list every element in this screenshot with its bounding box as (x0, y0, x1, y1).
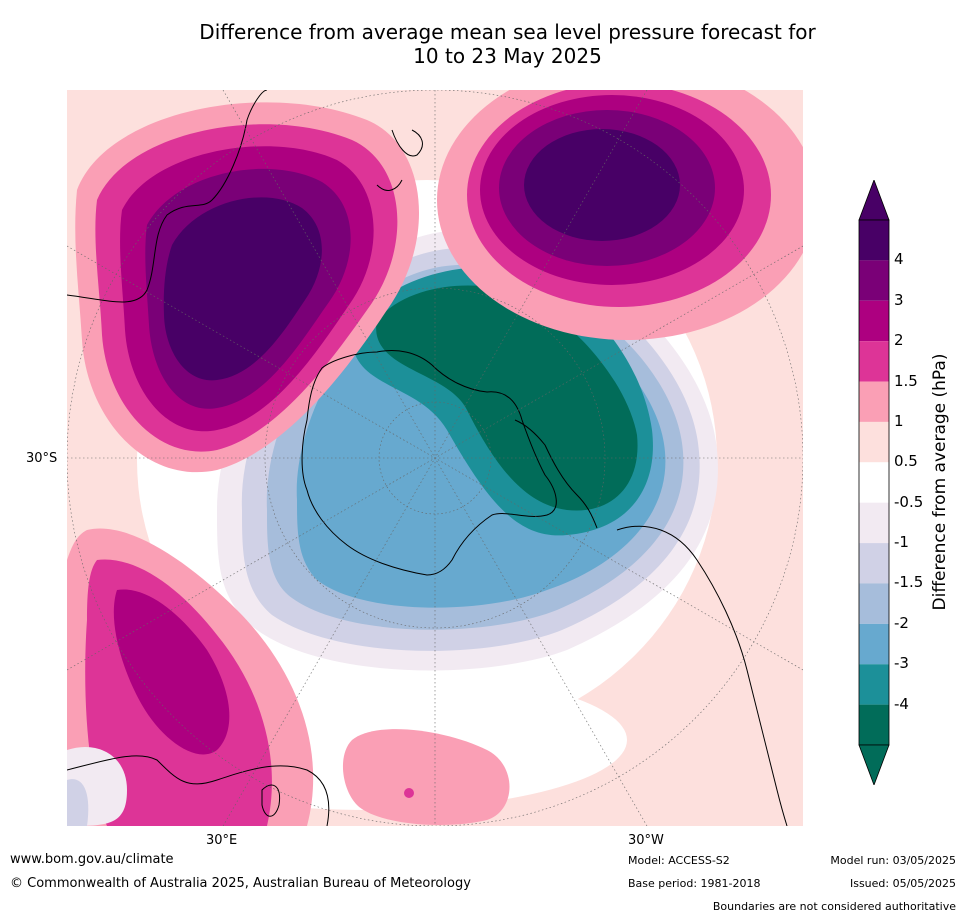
colorbar-segment (859, 502, 889, 544)
colorbar-segment (859, 421, 889, 463)
colorbar-tick-label: -0.5 (894, 492, 924, 511)
positive-anomaly-south-atlantic (67, 528, 510, 826)
pressure-anomaly-map[interactable] (67, 90, 803, 826)
colorbar-tick-label: 0.5 (894, 452, 918, 471)
colorbar-svg (858, 178, 890, 787)
colorbar-under-triangle (858, 744, 890, 787)
colorbar-segment (859, 462, 889, 503)
colorbar-segment (859, 704, 889, 745)
footer-website[interactable]: www.bom.gov.au/climate (10, 852, 174, 867)
colorbar-segment (859, 300, 889, 342)
colorbar-segment (859, 623, 889, 665)
colorbar-tick-label: -4 (894, 694, 909, 713)
colorbar-tick-label: -2 (894, 613, 909, 632)
antarctica-coast (301, 350, 557, 576)
madagascar-coast (261, 784, 281, 817)
colorbar-segment (859, 583, 889, 624)
footer-copyright: © Commonwealth of Australia 2025, Austra… (10, 876, 471, 891)
map-canvas (67, 90, 803, 826)
coastlines (67, 90, 788, 826)
new-zealand-coast (376, 129, 423, 191)
colorbar-tick-label: 3 (894, 290, 904, 309)
footer-disclaimer: Boundaries are not considered authoritat… (712, 900, 956, 913)
footer-base-period: Base period: 1981-2018 (628, 877, 761, 890)
africa-coast (67, 755, 330, 826)
south-america-coast (616, 525, 788, 826)
colorbar-segment (859, 220, 889, 261)
colorbar-tick-label: 1 (894, 411, 904, 430)
footer-issued: Issued: 05/05/2025 (849, 877, 956, 890)
colorbar-tick-label: 1.5 (894, 371, 918, 390)
colorbar-segment (859, 341, 889, 382)
graticule (67, 90, 803, 826)
colorbar-tick-label: -1 (894, 533, 909, 552)
colorbar-tick-label: 4 (894, 250, 904, 269)
antarctic-peninsula-coast (514, 419, 598, 529)
latitude-label-30s: 30°S (26, 451, 58, 466)
chart-title: Difference from average mean sea level p… (100, 20, 915, 68)
positive-anomaly-australia (75, 102, 420, 473)
positive-anomaly-south-pacific (437, 90, 803, 340)
colorbar-segment (859, 543, 889, 584)
colorbar-over-triangle (858, 178, 890, 221)
title-line-1: Difference from average mean sea level p… (199, 20, 816, 44)
colorbar-tick-label: -1.5 (894, 573, 924, 592)
longitude-label-30e: 30°E (206, 833, 238, 848)
footer-model-run: Model run: 03/05/2025 (830, 854, 956, 867)
colorbar-tick-label: -3 (894, 654, 909, 673)
colorbar-tick-label: 2 (894, 331, 904, 350)
colorbar (855, 178, 895, 787)
title-line-2: 10 to 23 May 2025 (413, 44, 602, 68)
colorbar-title: Difference from average (hPa) (930, 353, 950, 611)
colorbar-segment (859, 664, 889, 705)
footer-model: Model: ACCESS-S2 (628, 854, 730, 867)
colorbar-segment (859, 381, 889, 422)
colorbar-segment (859, 260, 889, 301)
australia-coast (67, 90, 268, 303)
longitude-label-30w: 30°W (628, 833, 664, 848)
